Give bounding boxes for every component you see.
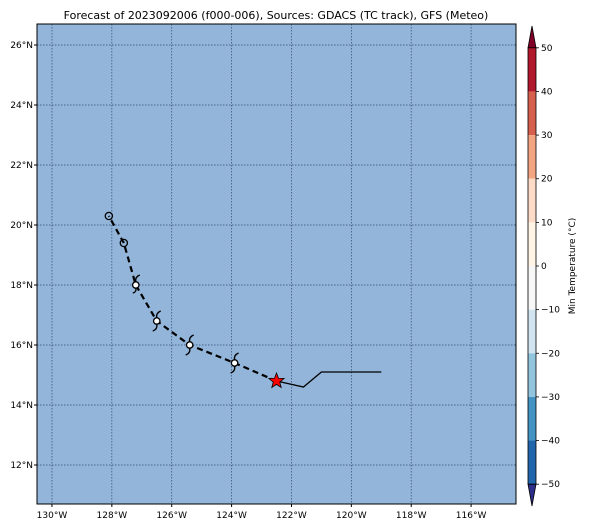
lon-tick-label: 124°W	[216, 511, 247, 521]
colorbar-tick-label: 40	[541, 87, 553, 97]
depression-symbol	[104, 211, 114, 221]
lat-tick-label: 24°N	[10, 101, 33, 111]
colorbar-tick-label: −50	[541, 480, 560, 490]
lon-tick-label: 118°W	[396, 511, 427, 521]
longitude-ticks: 130°W 128°W 126°W 124°W 122°W 120°W 118°W 116°W	[37, 504, 487, 521]
lon-tick-label: 120°W	[336, 511, 367, 521]
colorbar-ticks: 50 40 30 20 10 0 −10 −20 −30 −40 −50	[536, 44, 560, 490]
colorbar-tick-label: 50	[541, 44, 553, 54]
lat-tick-label: 26°N	[10, 41, 33, 51]
colorbar-band	[528, 440, 536, 485]
lon-tick-label: 130°W	[37, 511, 68, 521]
colorbar: 50 40 30 20 10 0 −10 −20 −30 −40 −50 Min Temperatu…	[527, 25, 578, 507]
lat-tick-label: 12°N	[10, 461, 33, 471]
colorbar-tick-label: 20	[541, 175, 553, 185]
colorbar-bottom-extension	[527, 483, 537, 507]
lat-tick-label: 14°N	[10, 401, 33, 411]
latitude-ticks: 12°N 14°N 16°N 18°N 20°N 22°N 24°N 26°N	[10, 41, 37, 471]
hurricane-symbol	[185, 334, 194, 356]
colorbar-band	[528, 222, 536, 266]
colorbar-band	[528, 266, 536, 310]
eye-mark	[131, 281, 140, 289]
lat-tick-label: 20°N	[10, 221, 33, 231]
hurricane-symbol	[230, 352, 239, 374]
hurricane-symbol	[152, 310, 162, 332]
lon-tick-label: 116°W	[456, 511, 487, 521]
colorbar-tick-label: 0	[541, 262, 547, 272]
colorbar-bands	[527, 25, 537, 507]
colorbar-band	[528, 396, 536, 441]
upper-arm	[188, 334, 194, 342]
colorbar-band	[528, 91, 536, 136]
colorbar-tick-label: −40	[541, 437, 560, 447]
storm-symbol	[131, 274, 141, 294]
lon-tick-label: 122°W	[276, 511, 307, 521]
figure-title: Forecast of 2023092006 (f000-006), Sourc…	[64, 9, 489, 22]
lon-tick-label: 126°W	[156, 511, 187, 521]
map-frame	[36, 23, 517, 505]
circle-mark	[119, 238, 129, 248]
lower-arm	[185, 348, 191, 356]
eye-mark	[152, 317, 161, 325]
colorbar-tick-label: −30	[541, 393, 560, 403]
colorbar-tick-label: 10	[541, 218, 553, 228]
circle-mark	[104, 211, 114, 221]
lower-arm	[230, 366, 236, 374]
colorbar-band	[528, 47, 536, 92]
current-position-star	[267, 371, 286, 389]
past-track-line	[276, 371, 382, 388]
graticule	[37, 24, 516, 504]
colorbar-label: Min Temperature (°C)	[568, 218, 578, 315]
lower-arm	[152, 324, 158, 332]
map-panel: 130°W 128°W 126°W 124°W 122°W 120°W 118°W 116°W…	[10, 23, 517, 521]
cyclone-track	[104, 211, 382, 389]
colorbar-band	[528, 309, 536, 354]
eye-mark	[185, 341, 194, 349]
eye-mark	[230, 359, 239, 367]
lon-tick-label: 128°W	[97, 511, 128, 521]
ocean-background	[37, 24, 516, 504]
upper-arm	[134, 274, 141, 282]
lower-arm	[132, 288, 137, 294]
upper-arm	[155, 310, 162, 318]
colorbar-band	[528, 353, 536, 397]
colorbar-tick-label: 30	[541, 131, 553, 141]
colorbar-band	[528, 178, 536, 223]
lat-tick-label: 18°N	[10, 281, 33, 291]
colorbar-band	[528, 135, 536, 179]
upper-arm	[233, 352, 239, 360]
colorbar-top-extension	[527, 25, 537, 49]
depression-symbol	[119, 238, 129, 248]
colorbar-tick-label: −20	[541, 349, 560, 359]
colorbar-tick-label: −10	[541, 306, 560, 316]
lat-tick-label: 22°N	[10, 161, 33, 171]
lat-tick-label: 16°N	[10, 341, 33, 351]
